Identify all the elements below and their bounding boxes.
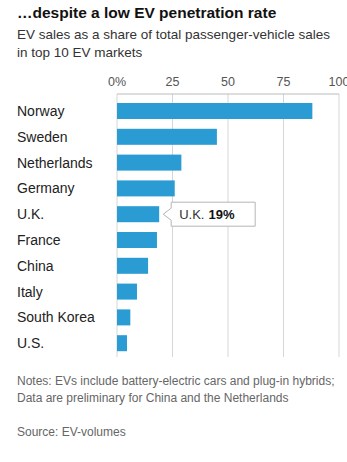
category-label: Netherlands <box>17 155 93 171</box>
category-label: China <box>17 258 54 274</box>
bar <box>117 129 217 145</box>
category-label: Sweden <box>17 129 68 145</box>
annotation-label: U.K. <box>179 207 204 222</box>
tick-label: 50 <box>221 75 235 89</box>
notes: Notes: EVs include battery-electric cars… <box>17 373 345 407</box>
category-label: Italy <box>17 284 43 300</box>
category-label: U.K. <box>17 206 44 222</box>
bar <box>117 232 157 248</box>
bars <box>117 103 312 351</box>
category-label: Norway <box>17 103 64 119</box>
category-label: U.S. <box>17 335 44 351</box>
bar <box>117 103 312 119</box>
bar <box>117 206 159 222</box>
tick-label: 75 <box>277 75 291 89</box>
source: Source: EV-volumes <box>17 425 126 439</box>
category-label: South Korea <box>17 309 95 325</box>
bar <box>117 309 130 325</box>
grid <box>117 94 339 357</box>
annotation-box <box>163 202 255 226</box>
tick-label: 0% <box>108 75 126 89</box>
axis-line <box>117 94 339 95</box>
bar <box>117 258 148 274</box>
bar <box>117 155 181 171</box>
annotation-value: 19% <box>208 207 234 222</box>
grid-line <box>339 94 340 357</box>
title: …despite a low EV penetration rate <box>17 4 276 22</box>
category-label: Germany <box>17 180 75 196</box>
bar <box>117 180 175 196</box>
tick-label: 100 <box>329 75 347 89</box>
subtitle: EV sales as a share of total passenger-v… <box>17 26 339 62</box>
annotation: U.K. 19% <box>163 202 255 226</box>
category-label: France <box>17 232 61 248</box>
grid-line <box>283 94 284 357</box>
bar <box>117 335 127 351</box>
tick-label: 25 <box>166 75 180 89</box>
bar <box>117 284 137 300</box>
